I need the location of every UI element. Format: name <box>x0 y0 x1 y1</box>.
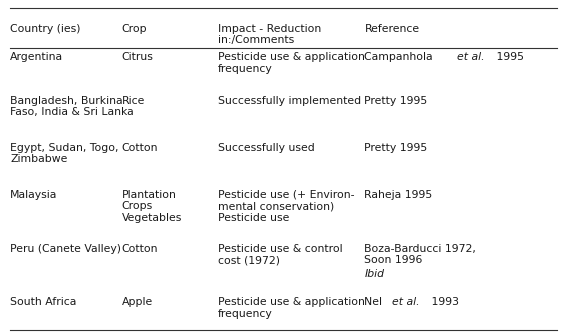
Text: Egypt, Sudan, Togo,
Zimbabwe: Egypt, Sudan, Togo, Zimbabwe <box>10 143 119 164</box>
Text: Ibid: Ibid <box>364 269 384 279</box>
Text: Bangladesh, Burkina
Faso, India & Sri Lanka: Bangladesh, Burkina Faso, India & Sri La… <box>10 96 134 117</box>
Text: Apple: Apple <box>121 297 153 307</box>
Text: Peru (Canete Valley): Peru (Canete Valley) <box>10 244 121 254</box>
Text: Campanhola: Campanhola <box>364 52 437 62</box>
Text: et al.: et al. <box>458 52 485 62</box>
Text: South Africa: South Africa <box>10 297 76 307</box>
Text: Nel: Nel <box>364 297 386 307</box>
Text: Country (ies): Country (ies) <box>10 24 81 34</box>
Text: Argentina: Argentina <box>10 52 63 62</box>
Text: Impact - Reduction
in:/Comments: Impact - Reduction in:/Comments <box>218 24 321 45</box>
Text: Rice: Rice <box>121 96 145 106</box>
Text: Pesticide use & control
cost (1972): Pesticide use & control cost (1972) <box>218 244 342 265</box>
Text: Successfully used: Successfully used <box>218 143 314 153</box>
Text: 1995: 1995 <box>493 52 524 62</box>
Text: Boza-Barducci 1972,
Soon 1996: Boza-Barducci 1972, Soon 1996 <box>364 244 476 265</box>
Text: 1993: 1993 <box>428 297 459 307</box>
Text: Pretty 1995: Pretty 1995 <box>364 143 428 153</box>
Text: Pesticide use & application
frequency: Pesticide use & application frequency <box>218 52 364 74</box>
Text: Reference: Reference <box>364 24 420 34</box>
Text: Cotton: Cotton <box>121 244 158 254</box>
Text: Successfully implemented: Successfully implemented <box>218 96 360 106</box>
Text: Citrus: Citrus <box>121 52 153 62</box>
Text: Crop: Crop <box>121 24 147 34</box>
Text: Pesticide use (+ Environ-
mental conservation)
Pesticide use: Pesticide use (+ Environ- mental conserv… <box>218 190 354 223</box>
Text: Cotton: Cotton <box>121 143 158 153</box>
Text: et al.: et al. <box>392 297 420 307</box>
Text: Pesticide use & application
frequency: Pesticide use & application frequency <box>218 297 364 319</box>
Text: Raheja 1995: Raheja 1995 <box>364 190 433 200</box>
Text: Pretty 1995: Pretty 1995 <box>364 96 428 106</box>
Text: Malaysia: Malaysia <box>10 190 58 200</box>
Text: Plantation
Crops
Vegetables: Plantation Crops Vegetables <box>121 190 182 223</box>
